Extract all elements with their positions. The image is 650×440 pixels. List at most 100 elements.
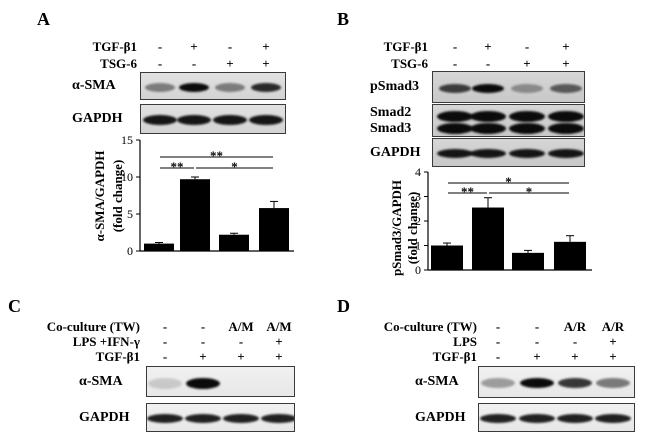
panel-a-band-lane-3 (215, 82, 245, 92)
panel-b-band-lane-2 (470, 122, 506, 134)
panel-c-band-lane-3 (223, 413, 259, 423)
panel-b-band-lane-1 (437, 110, 473, 122)
panel-a-treatment-sign: - (191, 56, 197, 71)
panel-a-blot-label: GAPDH (72, 111, 123, 126)
panel-c-band-lane-2 (186, 377, 220, 389)
panel-c-letter: C (8, 296, 21, 316)
panel-d-treatment-sign: + (571, 349, 579, 364)
panel-c-blot-label: GAPDH (79, 409, 130, 425)
panel-d-treatment-sign: - (495, 319, 501, 334)
panel-a-letter: A (37, 9, 50, 29)
panel-c-blot (146, 403, 295, 432)
panel-b-band-lane-3 (511, 83, 543, 93)
panel-b-blot-label: GAPDH (370, 144, 421, 160)
panel-a-blot-label: α-SMA (72, 78, 116, 93)
panel-b-treatment-sign: - (524, 39, 530, 54)
panel-a-band-lane-2 (177, 115, 211, 125)
panel-b-treatment-sign: - (485, 56, 491, 71)
panel-d-blot-label: α-SMA (415, 374, 459, 389)
panel-d-treatment-sign: + (609, 349, 617, 364)
panel-b-treatment-sign: - (452, 56, 458, 71)
panel-b-treatment-sign: + (523, 56, 531, 71)
panel-c-treatment-label: LPS +IFN-γ (72, 334, 140, 349)
panel-a-treatment-label: TGF-β1 (92, 39, 137, 54)
panel-a-band-lane-1 (145, 82, 175, 92)
panel-d-treatment-sign: A/R (601, 319, 625, 334)
panel-d-letter: D (337, 296, 350, 316)
panel-d-treatment-sign: + (533, 349, 541, 364)
panel-c-treatment-label: TGF-β1 (95, 349, 140, 364)
panel-b-band-lane-2 (472, 83, 504, 93)
panel-c-blot-label: α-SMA (79, 373, 123, 389)
panel-b-band-lane-4 (548, 110, 584, 122)
panel-d-treatment-sign: A/R (563, 319, 587, 334)
panel-c-treatment-sign: A/M (266, 319, 292, 334)
panel-c-treatment-sign: - (200, 319, 206, 334)
panel-b-treatment-label: TGF-β1 (383, 39, 428, 54)
panel-b-treatment-sign: + (484, 39, 492, 54)
panel-a-treatment-label: TSG-6 (100, 56, 137, 71)
panel-d-band-lane-4 (595, 413, 631, 423)
panel-d-treatment-sign: - (495, 349, 501, 364)
panel-c-treatment-sign: - (200, 334, 206, 349)
panel-d-band-lane-2 (519, 413, 555, 423)
panel-b-treatment-sign: + (562, 39, 570, 54)
panel-a-treatment-sign: - (157, 39, 163, 54)
panel-c-blot (146, 366, 295, 397)
panel-d-blot (478, 366, 635, 398)
panel-c-band-lane-2 (185, 413, 221, 423)
panel-d-treatment-sign: + (609, 334, 617, 349)
panel-c-treatment-sign: A/M (228, 319, 254, 334)
panel-b-blot-label: Smad2 (370, 105, 412, 120)
panel-a-band-lane-4 (249, 115, 283, 125)
panel-a-band-lane-1 (143, 115, 177, 125)
panel-b-letter: B (337, 9, 350, 29)
panel-d-band-lane-2 (520, 378, 554, 388)
panel-d-treatment-label: LPS (453, 334, 477, 349)
panel-b-blot (432, 138, 585, 167)
panel-a-band-lane-2 (179, 82, 209, 92)
panel-d-band-lane-3 (557, 413, 593, 423)
panel-c-band-lane-1 (147, 413, 183, 423)
panel-a-treatment-sign: + (262, 56, 270, 71)
panel-c-treatment-sign: + (237, 349, 245, 364)
panel-b-band-lane-2 (470, 148, 506, 158)
panel-d-treatment-sign: - (495, 334, 501, 349)
panel-a-treatment-sign: + (226, 56, 234, 71)
panel-b-band-lane-3 (509, 122, 545, 134)
panel-a-band-lane-4 (251, 82, 281, 92)
panel-c-treatment-sign: - (238, 334, 244, 349)
panel-a-band-lane-3 (213, 115, 247, 125)
panel-c-treatment-label: Co-culture (TW) (46, 319, 140, 334)
panel-b-band-lane-3 (509, 148, 545, 158)
panel-b-blot-label: pSmad3 (370, 79, 420, 94)
panel-a-treatment-sign: - (157, 56, 163, 71)
panel-d-treatment-sign: - (572, 334, 578, 349)
panel-b-blot (432, 71, 585, 103)
panel-c-treatment-sign: + (275, 349, 283, 364)
panel-c-treatment-sign: - (162, 334, 168, 349)
panel-d-blot-label: GAPDH (415, 409, 466, 425)
panel-b-band-lane-1 (437, 148, 473, 158)
panel-c-treatment-sign: + (275, 334, 283, 349)
panel-b-band-lane-4 (548, 122, 584, 134)
panel-b-band-lane-3 (509, 110, 545, 122)
panel-d-treatment-label: Co-culture (TW) (383, 319, 477, 334)
panel-c-treatment-sign: + (199, 349, 207, 364)
panel-b-blot (432, 104, 585, 137)
panel-d-treatment-sign: - (534, 319, 540, 334)
panel-d-band-lane-4 (596, 378, 630, 388)
panel-d-band-lane-1 (481, 378, 515, 388)
panel-b-treatment-label: TSG-6 (391, 56, 428, 71)
panel-d-treatment-label: TGF-β1 (432, 349, 477, 364)
panel-b-band-lane-1 (437, 122, 473, 134)
panel-a-treatment-sign: + (190, 39, 198, 54)
panel-d-treatment-sign: - (534, 334, 540, 349)
panel-c-band-lane-1 (148, 377, 182, 389)
panel-b-band-lane-2 (470, 110, 506, 122)
panel-b-treatment-sign: + (562, 56, 570, 71)
panel-d-band-lane-3 (558, 378, 592, 388)
panel-d-blot (478, 403, 635, 432)
panel-b-band-lane-4 (550, 83, 582, 93)
